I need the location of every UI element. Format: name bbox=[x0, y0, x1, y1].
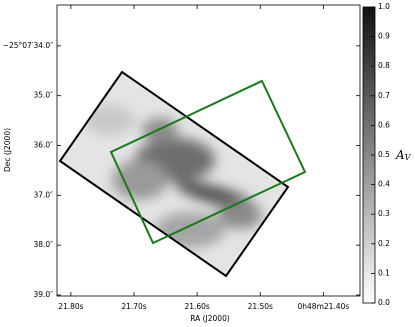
x-tick-label: 0h48m21.40s bbox=[298, 302, 350, 311]
y-axis-label: Dec (J2000) bbox=[3, 128, 12, 172]
colorbar-tick-label: 0.7 bbox=[378, 91, 390, 100]
colorbar-tick-label: 0.1 bbox=[378, 268, 390, 277]
x-axis-label: RA (J2000) bbox=[190, 314, 230, 323]
y-tick-label: 38.0″ bbox=[33, 240, 53, 249]
colorbar-tick-label: 0.3 bbox=[378, 209, 390, 218]
colorbar-tick-label: 0.4 bbox=[378, 180, 390, 189]
colorbar-tick-label: 0.0 bbox=[378, 298, 390, 307]
footprint-black bbox=[58, 70, 290, 278]
colorbar-tick-label: 1.0 bbox=[378, 2, 390, 11]
x-tick-label: 21.60s bbox=[184, 302, 209, 311]
colorbar-label-main: A bbox=[395, 148, 405, 162]
colorbar-label-sub: V bbox=[405, 153, 412, 162]
y-tick-label: −25°07′34.0″ bbox=[3, 41, 54, 50]
y-tick-label: 35.0″ bbox=[33, 91, 53, 100]
footprint-green bbox=[109, 79, 307, 245]
plot-frame bbox=[56, 4, 361, 297]
y-tick-label: 36.0″ bbox=[33, 141, 53, 150]
colorbar-tick-label: 0.2 bbox=[378, 239, 390, 248]
y-tick-label: 37.0″ bbox=[33, 190, 53, 199]
y-tick-label: 39.0″ bbox=[33, 290, 53, 299]
colorbar-tick-label: 0.5 bbox=[378, 150, 390, 159]
x-tick-label: 21.50s bbox=[248, 302, 273, 311]
colorbar-tick-label: 0.8 bbox=[378, 61, 390, 70]
colorbar-tick-label: 0.9 bbox=[378, 32, 390, 41]
colorbar-label: AV bbox=[395, 148, 412, 163]
x-tick-label: 21.70s bbox=[121, 302, 146, 311]
x-tick-label: 21.80s bbox=[58, 302, 83, 311]
colorbar-tick-label: 0.6 bbox=[378, 120, 390, 129]
